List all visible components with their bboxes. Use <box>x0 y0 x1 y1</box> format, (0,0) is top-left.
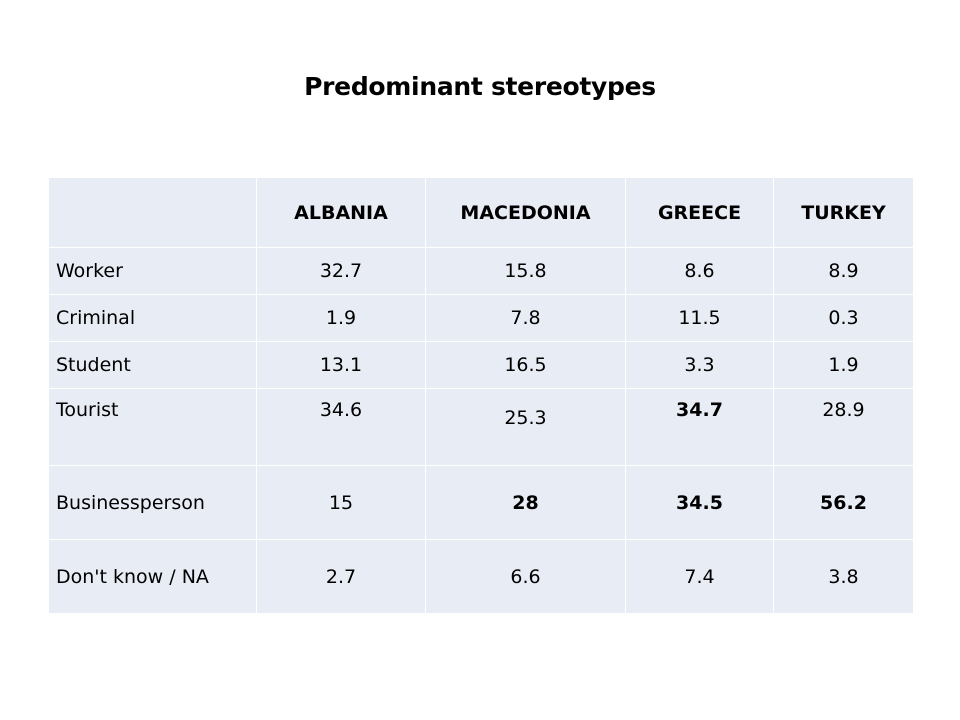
table-cell: 34.6 <box>256 388 426 466</box>
table-cell: 1.9 <box>256 294 426 342</box>
table-cell: 3.3 <box>625 341 774 389</box>
column-header-turkey: TURKEY <box>773 177 914 248</box>
table-cell-highlighted: 34.7 <box>625 388 774 466</box>
table-header-row: ALBANIA MACEDONIA GREECE TURKEY <box>48 177 914 248</box>
row-label: Don't know / NA <box>48 539 257 614</box>
row-label: Businessperson <box>48 465 257 540</box>
table-cell: 25.3 <box>425 388 626 466</box>
column-header-greece: GREECE <box>625 177 774 248</box>
table-cell: 28.9 <box>773 388 914 466</box>
table-cell: 0.3 <box>773 294 914 342</box>
table-cell: 3.8 <box>773 539 914 614</box>
table-cell: 1.9 <box>773 341 914 389</box>
table-cell: 11.5 <box>625 294 774 342</box>
table-row-businessperson: Businessperson 15 28 34.5 56.2 <box>48 465 914 540</box>
stereotypes-table: ALBANIA MACEDONIA GREECE TURKEY Worker 3… <box>48 177 914 614</box>
slide-title: Predominant stereotypes <box>304 72 656 101</box>
table-cell: 13.1 <box>256 341 426 389</box>
table-cell: 15.8 <box>425 247 626 295</box>
table-cell-highlighted: 28 <box>425 465 626 540</box>
table-cell: 6.6 <box>425 539 626 614</box>
row-label: Worker <box>48 247 257 295</box>
header-corner-cell <box>48 177 257 248</box>
table-cell-highlighted: 56.2 <box>773 465 914 540</box>
table-cell: 2.7 <box>256 539 426 614</box>
table-cell-highlighted: 34.5 <box>625 465 774 540</box>
table-row-tourist: Tourist 34.6 25.3 34.7 28.9 <box>48 388 914 466</box>
table-cell: 15 <box>256 465 426 540</box>
column-header-macedonia: MACEDONIA <box>425 177 626 248</box>
table-cell: 8.9 <box>773 247 914 295</box>
row-label: Criminal <box>48 294 257 342</box>
table-row-dont-know: Don't know / NA 2.7 6.6 7.4 3.8 <box>48 539 914 614</box>
table-cell: 7.8 <box>425 294 626 342</box>
table-cell: 32.7 <box>256 247 426 295</box>
table-cell: 8.6 <box>625 247 774 295</box>
column-header-albania: ALBANIA <box>256 177 426 248</box>
table-row-worker: Worker 32.7 15.8 8.6 8.9 <box>48 247 914 295</box>
row-label: Student <box>48 341 257 389</box>
table-row-student: Student 13.1 16.5 3.3 1.9 <box>48 341 914 389</box>
table-cell: 7.4 <box>625 539 774 614</box>
table-row-criminal: Criminal 1.9 7.8 11.5 0.3 <box>48 294 914 342</box>
row-label: Tourist <box>48 388 257 466</box>
table-cell: 16.5 <box>425 341 626 389</box>
